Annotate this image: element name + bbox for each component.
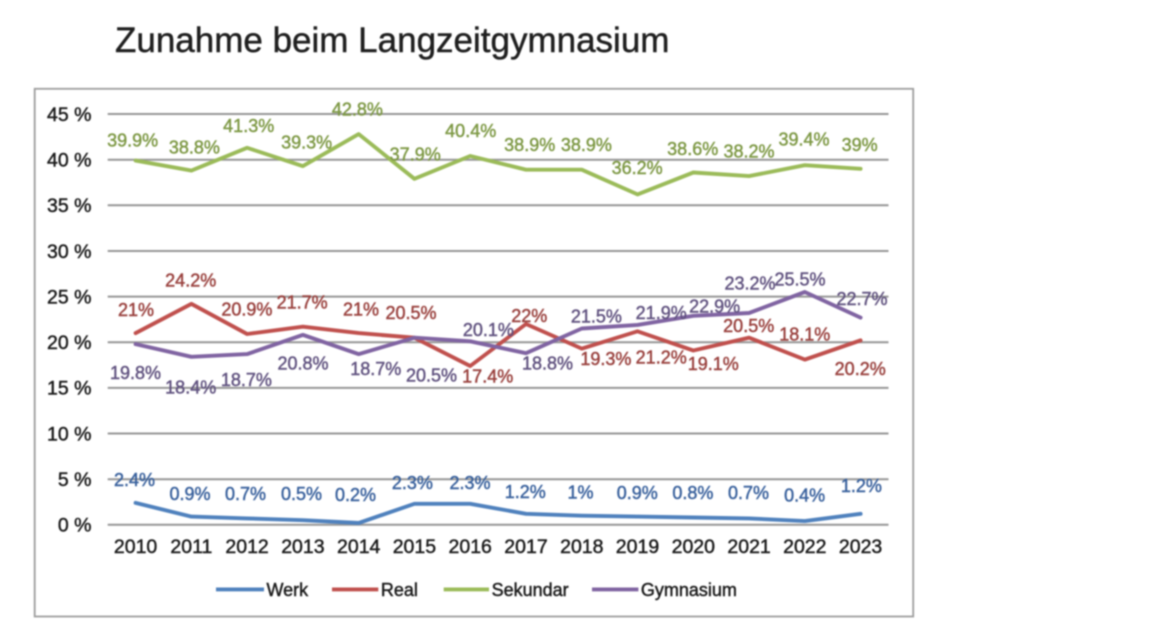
svg-text:2023: 2023 — [839, 536, 882, 558]
svg-text:2018: 2018 — [560, 536, 603, 558]
svg-text:0.7%: 0.7% — [225, 484, 266, 504]
svg-text:18.4%: 18.4% — [165, 377, 216, 397]
svg-text:2014: 2014 — [337, 536, 381, 558]
svg-text:2010: 2010 — [114, 536, 158, 558]
svg-text:0.9%: 0.9% — [169, 484, 210, 504]
svg-text:30 %: 30 % — [47, 241, 91, 263]
svg-text:1.2%: 1.2% — [505, 482, 546, 502]
svg-text:19.8%: 19.8% — [110, 363, 161, 383]
svg-text:21.9%: 21.9% — [636, 303, 687, 323]
svg-text:2011: 2011 — [170, 536, 212, 558]
svg-text:18.1%: 18.1% — [779, 324, 830, 344]
svg-text:22.9%: 22.9% — [689, 297, 740, 317]
svg-text:2.4%: 2.4% — [114, 470, 155, 490]
svg-text:2.3%: 2.3% — [449, 473, 490, 493]
svg-text:18.7%: 18.7% — [350, 359, 401, 379]
svg-text:15 %: 15 % — [47, 378, 91, 400]
svg-text:20.8%: 20.8% — [277, 354, 328, 374]
svg-text:25.5%: 25.5% — [774, 270, 825, 290]
svg-text:22%: 22% — [511, 306, 547, 326]
svg-text:2019: 2019 — [616, 536, 659, 558]
svg-text:20.1%: 20.1% — [463, 320, 514, 340]
svg-text:0.8%: 0.8% — [672, 483, 713, 503]
svg-text:0.7%: 0.7% — [728, 483, 769, 503]
svg-text:20.5%: 20.5% — [723, 316, 774, 336]
svg-text:2015: 2015 — [393, 536, 437, 558]
svg-text:21.2%: 21.2% — [636, 347, 687, 367]
svg-text:2013: 2013 — [281, 536, 324, 558]
svg-text:22.7%: 22.7% — [836, 289, 887, 309]
svg-text:39%: 39% — [842, 135, 878, 155]
svg-text:42.8%: 42.8% — [332, 100, 383, 120]
svg-text:2.3%: 2.3% — [392, 473, 433, 493]
svg-text:0 %: 0 % — [58, 515, 92, 537]
svg-text:21.7%: 21.7% — [277, 292, 328, 312]
svg-text:24.2%: 24.2% — [165, 271, 216, 291]
svg-text:20.5%: 20.5% — [385, 303, 436, 323]
svg-text:38.9%: 38.9% — [504, 135, 555, 155]
svg-text:21.5%: 21.5% — [571, 307, 622, 327]
svg-text:2020: 2020 — [672, 536, 716, 558]
svg-text:2016: 2016 — [449, 536, 492, 558]
svg-text:0.5%: 0.5% — [281, 484, 322, 504]
svg-text:0.2%: 0.2% — [335, 485, 376, 505]
svg-text:25 %: 25 % — [47, 286, 91, 308]
svg-text:Gymnasium: Gymnasium — [641, 580, 737, 600]
svg-text:19.3%: 19.3% — [580, 349, 631, 369]
svg-text:17.4%: 17.4% — [462, 367, 513, 387]
svg-text:38.2%: 38.2% — [723, 142, 774, 162]
svg-text:20.5%: 20.5% — [406, 366, 457, 386]
svg-text:5 %: 5 % — [58, 469, 92, 491]
svg-text:Sekundar: Sekundar — [492, 580, 569, 600]
svg-text:21%: 21% — [343, 299, 379, 319]
svg-text:2021: 2021 — [727, 536, 770, 558]
svg-text:19.1%: 19.1% — [688, 354, 739, 374]
svg-text:20.9%: 20.9% — [221, 299, 272, 319]
svg-text:35 %: 35 % — [47, 195, 91, 217]
svg-text:Real: Real — [381, 580, 418, 600]
svg-text:1%: 1% — [567, 482, 593, 502]
svg-text:45 %: 45 % — [47, 104, 91, 126]
svg-text:23.2%: 23.2% — [724, 273, 775, 293]
svg-text:0.9%: 0.9% — [617, 483, 658, 503]
svg-text:39.4%: 39.4% — [778, 129, 829, 149]
svg-text:41.3%: 41.3% — [223, 116, 274, 136]
svg-text:20.2%: 20.2% — [835, 359, 886, 379]
svg-text:40 %: 40 % — [47, 150, 91, 172]
svg-text:Werk: Werk — [267, 580, 310, 600]
svg-text:40.4%: 40.4% — [445, 121, 496, 141]
svg-text:10 %: 10 % — [47, 423, 91, 445]
svg-text:38.6%: 38.6% — [667, 139, 718, 159]
svg-text:18.7%: 18.7% — [221, 370, 272, 390]
svg-text:1.2%: 1.2% — [841, 476, 882, 496]
svg-text:37.9%: 37.9% — [390, 145, 441, 165]
svg-text:39.3%: 39.3% — [281, 133, 332, 153]
svg-text:0.4%: 0.4% — [784, 486, 825, 506]
svg-text:36.2%: 36.2% — [612, 158, 663, 178]
svg-text:2017: 2017 — [504, 536, 547, 558]
svg-text:21%: 21% — [118, 300, 154, 320]
svg-text:2012: 2012 — [225, 536, 268, 558]
svg-text:18.8%: 18.8% — [522, 354, 573, 374]
svg-text:38.8%: 38.8% — [169, 137, 220, 157]
svg-text:39.9%: 39.9% — [107, 130, 158, 150]
svg-text:2022: 2022 — [783, 536, 826, 558]
svg-text:38.9%: 38.9% — [561, 135, 612, 155]
svg-text:20 %: 20 % — [47, 332, 91, 354]
